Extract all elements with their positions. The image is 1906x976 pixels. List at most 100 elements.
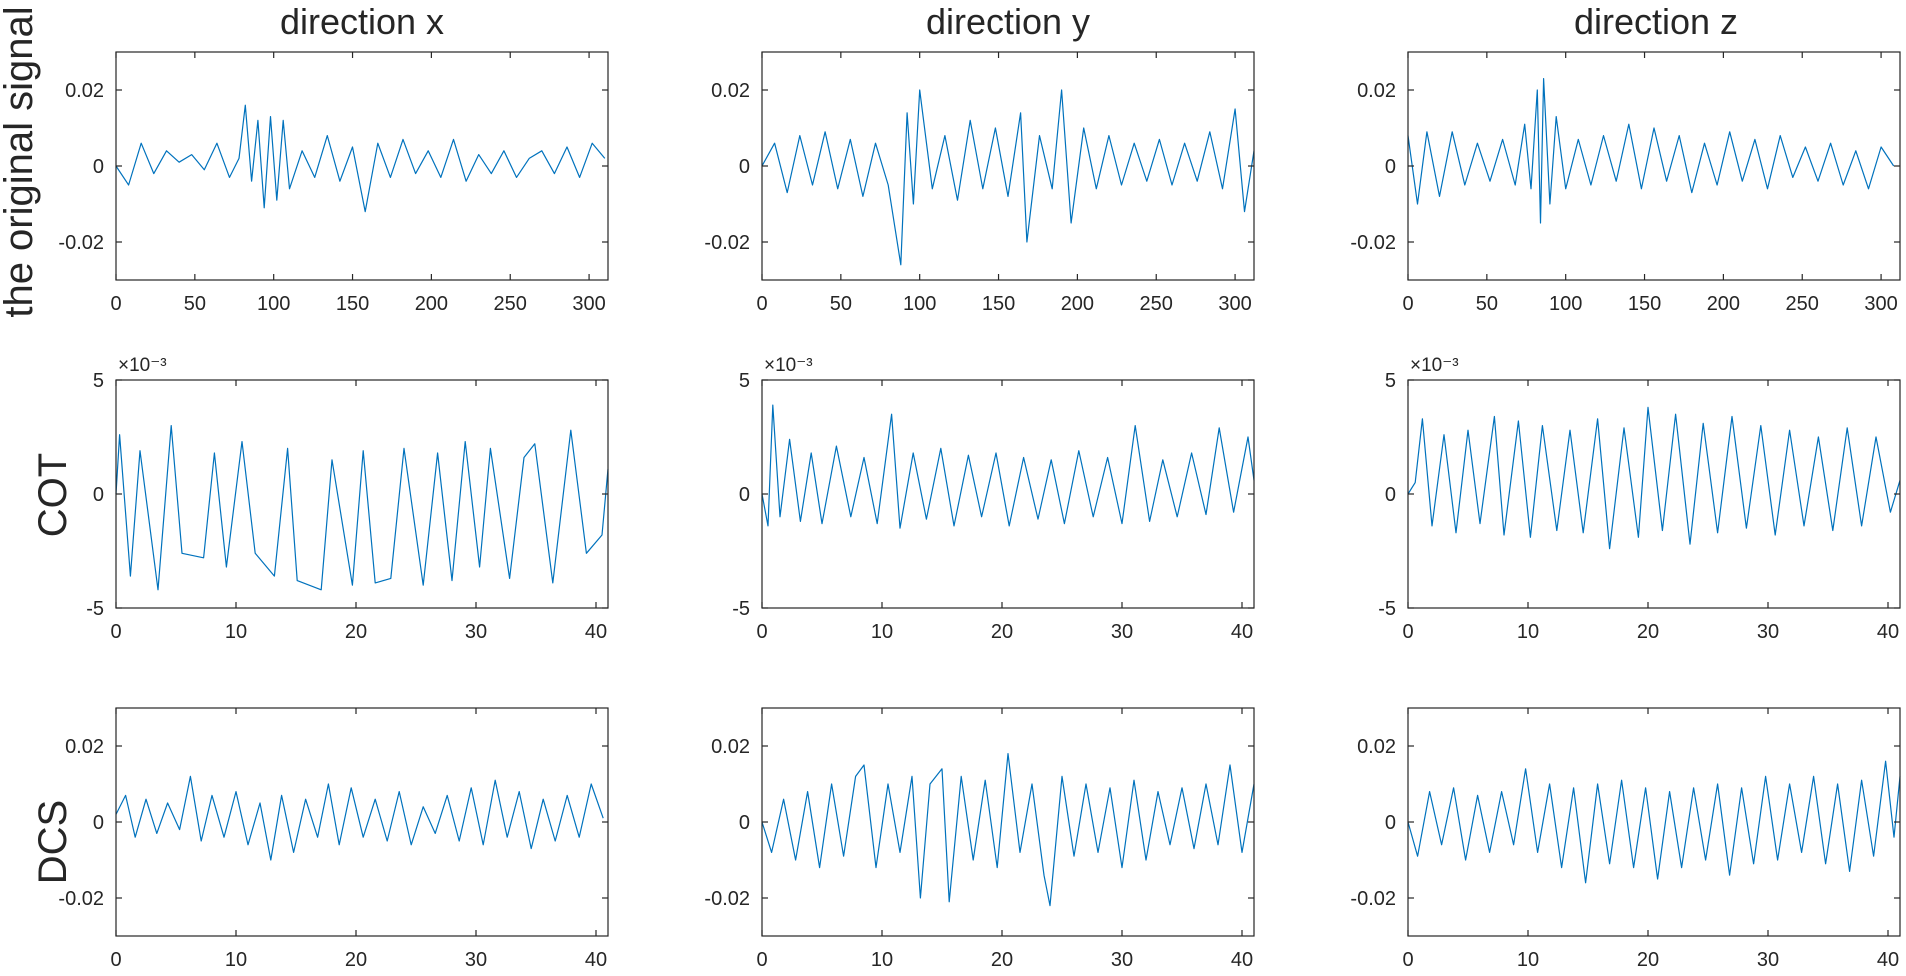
x-tick-label: 40 <box>1877 621 1899 643</box>
y-tick-label: -0.02 <box>704 232 750 254</box>
x-tick-label: 250 <box>1140 293 1173 315</box>
axes-frame <box>761 379 1255 609</box>
y-tick-label: 0 <box>739 484 750 506</box>
x-tick-label: 30 <box>465 621 487 643</box>
x-tick-label: 200 <box>1061 293 1094 315</box>
x-tick-label: 20 <box>1637 949 1659 971</box>
x-tick-label: 100 <box>903 293 936 315</box>
x-tick-label: 0 <box>1402 949 1413 971</box>
x-tick-label: 30 <box>465 949 487 971</box>
x-tick-label: 300 <box>1864 293 1897 315</box>
x-tick-label: 200 <box>415 293 448 315</box>
axes-frame <box>115 707 609 937</box>
axes-frame <box>115 51 609 281</box>
subplot-r0-c0: 0 50 100 150 200 250 300 -0.02 0 0.02 <box>58 51 609 315</box>
axes-frame <box>1407 51 1901 281</box>
y-tick-label: 0 <box>93 812 104 834</box>
column-title-z: direction z <box>1574 1 1738 42</box>
subplot-r2-c1: 0 10 20 30 40 -0.02 0 0.02 <box>704 707 1255 971</box>
column-title-x: direction x <box>280 1 444 42</box>
x-tick-label: 20 <box>1637 621 1659 643</box>
y-tick-label: 5 <box>1385 370 1396 392</box>
x-tick-label: 20 <box>991 949 1013 971</box>
y-tick-label: -5 <box>86 598 104 620</box>
y-tick-label: 5 <box>739 370 750 392</box>
subplot-r1-c2: 0 10 20 30 40 -5 0 5 ×10⁻³ <box>1378 355 1901 643</box>
y-tick-label: 0.02 <box>1357 736 1396 758</box>
subplot-r1-c1: 0 10 20 30 40 -5 0 5 ×10⁻³ <box>732 355 1255 643</box>
x-tick-label: 0 <box>1402 621 1413 643</box>
x-tick-label: 40 <box>1231 621 1253 643</box>
y-tick-label: -0.02 <box>704 888 750 910</box>
x-tick-label: 10 <box>871 621 893 643</box>
x-tick-label: 30 <box>1111 621 1133 643</box>
y-tick-label: 5 <box>93 370 104 392</box>
subplot-r2-c0: 0 10 20 30 40 -0.02 0 0.02 <box>58 707 609 971</box>
x-tick-label: 10 <box>225 949 247 971</box>
series-line <box>1407 78 1895 224</box>
x-tick-label: 50 <box>1476 293 1498 315</box>
series-line <box>115 775 604 861</box>
y-tick-label: 0 <box>93 156 104 178</box>
x-tick-label: 0 <box>1402 293 1413 315</box>
y-exponent-label: ×10⁻³ <box>1410 355 1459 376</box>
y-exponent-label: ×10⁻³ <box>118 355 167 376</box>
axes-frame <box>761 707 1255 937</box>
x-tick-label: 40 <box>1877 949 1899 971</box>
column-title-y: direction y <box>926 1 1090 42</box>
x-tick-label: 50 <box>184 293 206 315</box>
y-exponent-label: ×10⁻³ <box>764 355 813 376</box>
x-tick-label: 300 <box>1218 293 1251 315</box>
row-label-original-signal: the original signal <box>0 6 41 317</box>
series-line <box>115 425 609 591</box>
series-line <box>1407 406 1901 550</box>
y-tick-label: 0.02 <box>711 736 750 758</box>
axes-frame <box>1407 707 1901 937</box>
row-label-cot: COT <box>31 453 75 537</box>
x-tick-label: 100 <box>1549 293 1582 315</box>
x-tick-label: 10 <box>871 949 893 971</box>
x-tick-label: 0 <box>756 293 767 315</box>
axes-frame <box>115 379 609 609</box>
x-tick-label: 40 <box>1231 949 1253 971</box>
y-tick-label: 0 <box>739 156 750 178</box>
x-tick-label: 10 <box>1517 621 1539 643</box>
y-tick-label: -0.02 <box>58 232 104 254</box>
x-tick-label: 40 <box>585 949 607 971</box>
x-tick-label: 50 <box>830 293 852 315</box>
x-tick-label: 250 <box>1786 293 1819 315</box>
x-tick-label: 40 <box>585 621 607 643</box>
x-tick-label: 10 <box>1517 949 1539 971</box>
y-tick-label: 0.02 <box>1357 80 1396 102</box>
x-tick-label: 0 <box>756 949 767 971</box>
x-tick-label: 20 <box>345 949 367 971</box>
y-tick-label: -5 <box>732 598 750 620</box>
row-label-dcs: DCS <box>31 800 75 884</box>
series-line <box>1407 760 1901 884</box>
x-tick-label: 250 <box>494 293 527 315</box>
x-tick-label: 300 <box>572 293 605 315</box>
y-tick-label: -0.02 <box>58 888 104 910</box>
x-tick-label: 0 <box>110 621 121 643</box>
y-tick-label: -0.02 <box>1350 232 1396 254</box>
subplot-r0-c1: 0 50 100 150 200 250 300 -0.02 0 0.02 <box>704 51 1255 315</box>
y-tick-label: -5 <box>1378 598 1396 620</box>
x-tick-label: 100 <box>257 293 290 315</box>
series-line <box>115 104 606 213</box>
subplot-r1-c0: 0 10 20 30 40 -5 0 5 ×10⁻³ <box>86 355 609 643</box>
y-tick-label: 0.02 <box>711 80 750 102</box>
x-tick-label: 20 <box>345 621 367 643</box>
series-line <box>761 89 1255 266</box>
x-tick-label: 150 <box>336 293 369 315</box>
axes-frame <box>1407 379 1901 609</box>
subplot-r2-c2: 0 10 20 30 40 -0.02 0 0.02 <box>1350 707 1901 971</box>
series-line <box>761 753 1255 907</box>
y-tick-label: 0.02 <box>65 736 104 758</box>
subplot-r0-c2: 0 50 100 150 200 250 300 -0.02 0 0.02 <box>1350 51 1901 315</box>
x-tick-label: 150 <box>1628 293 1661 315</box>
axes-frame <box>761 51 1255 281</box>
x-tick-label: 30 <box>1757 949 1779 971</box>
y-tick-label: -0.02 <box>1350 888 1396 910</box>
